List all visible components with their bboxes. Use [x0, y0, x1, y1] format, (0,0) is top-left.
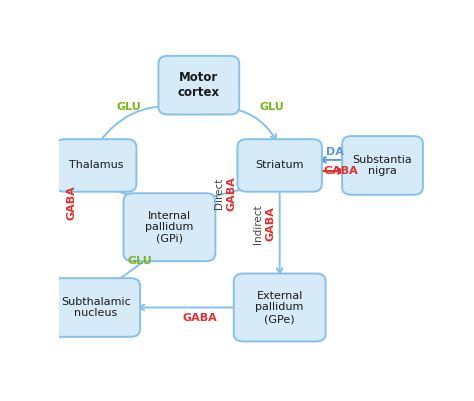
Text: Striatum: Striatum: [255, 160, 304, 170]
Text: Internal
pallidum
(GPi): Internal pallidum (GPi): [145, 211, 194, 244]
Text: Thalamus: Thalamus: [69, 160, 123, 170]
FancyBboxPatch shape: [158, 56, 239, 115]
Text: GLU: GLU: [259, 102, 284, 112]
Text: Indirect: Indirect: [253, 204, 263, 244]
Text: GABA: GABA: [227, 176, 237, 211]
Text: Direct: Direct: [214, 178, 224, 209]
FancyBboxPatch shape: [124, 193, 215, 261]
Text: External
pallidum
(GPe): External pallidum (GPe): [255, 291, 304, 324]
Text: Motor
cortex: Motor cortex: [178, 71, 220, 99]
Text: GLU: GLU: [127, 256, 152, 266]
FancyBboxPatch shape: [237, 139, 322, 192]
FancyBboxPatch shape: [342, 136, 423, 195]
Text: GABA: GABA: [182, 313, 217, 323]
Text: Subthalamic
nucleus: Subthalamic nucleus: [61, 297, 131, 318]
Text: GLU: GLU: [116, 102, 141, 112]
FancyBboxPatch shape: [52, 278, 140, 337]
Text: DA: DA: [326, 147, 344, 157]
FancyBboxPatch shape: [55, 139, 137, 192]
Text: Substantia
nigra: Substantia nigra: [353, 155, 412, 176]
Text: GABA: GABA: [66, 185, 77, 220]
FancyBboxPatch shape: [234, 273, 326, 342]
Text: GABA: GABA: [265, 207, 275, 241]
Text: GABA: GABA: [323, 166, 358, 176]
